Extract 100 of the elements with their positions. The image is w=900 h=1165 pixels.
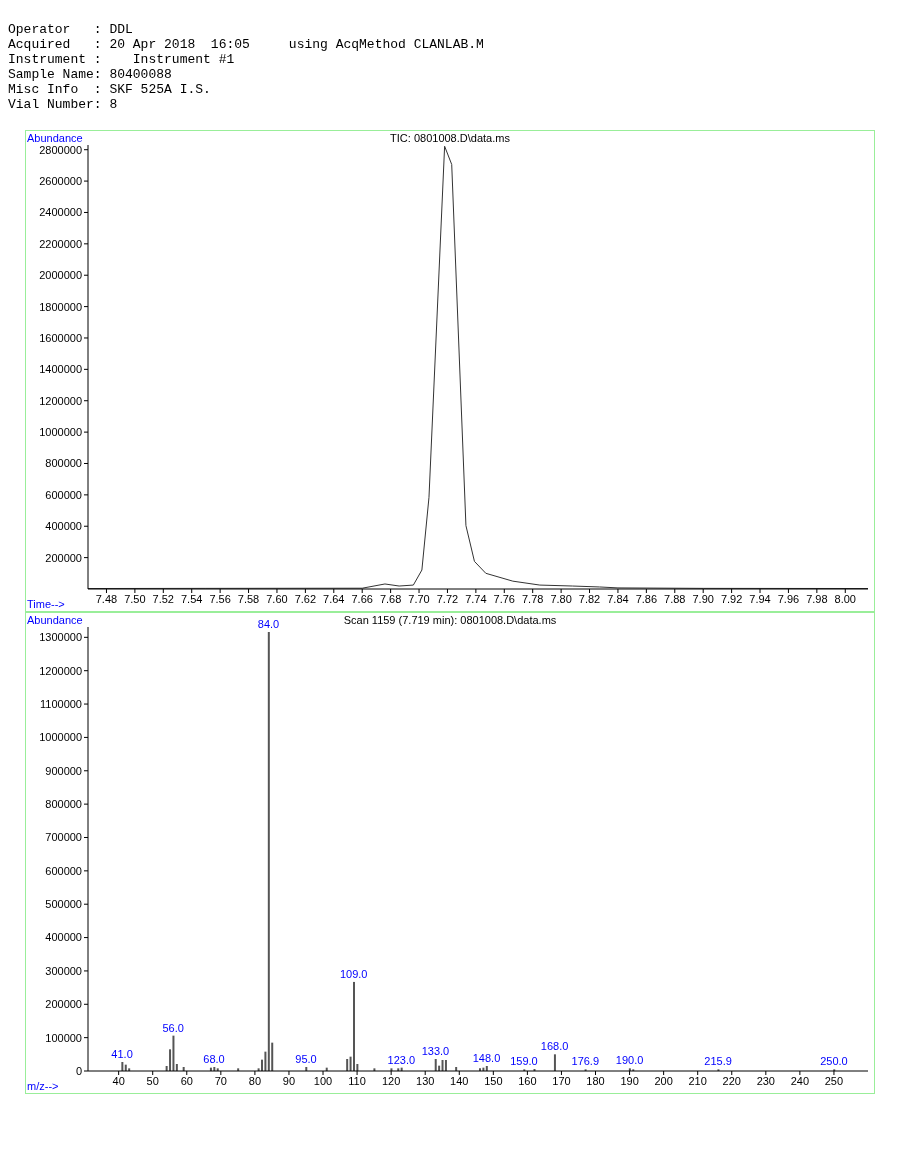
x-tick-label: 7.92 xyxy=(720,592,743,605)
x-tick-label: 210 xyxy=(688,1074,707,1087)
y-tick-label: 700000 xyxy=(45,831,82,844)
x-tick-label: 7.62 xyxy=(294,592,317,605)
y-tick-label: 200000 xyxy=(45,551,82,564)
x-tick-label: 7.76 xyxy=(493,592,515,605)
y-tick-label: 2600000 xyxy=(39,174,82,187)
x-tick-label: 7.88 xyxy=(664,592,686,605)
x-tick-label: 7.68 xyxy=(379,592,402,605)
y-tick-label: 0 xyxy=(75,1064,82,1077)
y-tick-label: 1000000 xyxy=(39,426,82,439)
y-tick-label: 1100000 xyxy=(39,697,82,710)
annotation: 215.9 xyxy=(704,1055,732,1068)
text: Sample Name: 80400088 xyxy=(8,67,173,82)
text: Vial Number: 8 xyxy=(8,97,119,112)
y-tick-label: 2000000 xyxy=(39,269,82,282)
x-tick-label: 250 xyxy=(824,1074,844,1087)
x-tick-label: 7.94 xyxy=(749,592,771,605)
y-tick-label: 1800000 xyxy=(39,300,82,313)
x-tick-label: 60 xyxy=(180,1074,193,1087)
text: Operator : DDL xyxy=(8,22,134,37)
annotation: 148.0 xyxy=(472,1052,501,1064)
x-tick-label: 7.70 xyxy=(408,592,430,605)
x-tick-label: 40 xyxy=(112,1074,125,1087)
x-tick-label: 230 xyxy=(756,1074,775,1087)
annotation: 56.0 xyxy=(162,1021,184,1034)
x-tick-label: 50 xyxy=(146,1074,159,1087)
y-tick-label: 1000000 xyxy=(39,731,82,744)
annotation: 109.0 xyxy=(339,967,368,980)
x-tick-label: 160 xyxy=(518,1074,537,1087)
x-tick-label: 140 xyxy=(450,1074,469,1087)
y-tick-label: 400000 xyxy=(45,520,82,533)
annotation: 176.9 xyxy=(571,1055,600,1068)
x-tick-label: 180 xyxy=(586,1074,605,1087)
x-tick-label: 7.74 xyxy=(465,592,487,605)
y-tick-label: 300000 xyxy=(45,964,82,977)
x-tick-label: 110 xyxy=(348,1074,366,1087)
y-tick-label: 400000 xyxy=(45,931,82,944)
y-axis-title: Abundance xyxy=(27,614,83,626)
y-tick-label: 2800000 xyxy=(39,143,82,156)
x-tick-label: 220 xyxy=(722,1074,741,1087)
x-tick-label: 7.64 xyxy=(323,592,345,605)
x-tick-label: 200 xyxy=(654,1074,673,1087)
text: Instrument : Instrument #1 xyxy=(8,52,236,67)
x-tick-label: 7.90 xyxy=(692,592,714,605)
y-tick-label: 800000 xyxy=(45,457,82,470)
x-tick-label: 7.52 xyxy=(152,592,175,605)
x-axis-title: Time--> xyxy=(27,598,65,610)
x-tick-label: 150 xyxy=(484,1074,503,1087)
y-tick-label: 1200000 xyxy=(39,664,82,677)
x-tick-label: 8.00 xyxy=(834,592,856,605)
y-axis-title: Abundance xyxy=(27,132,83,144)
x-tick-label: 7.66 xyxy=(351,592,373,605)
annotation: 68.0 xyxy=(203,1053,225,1065)
x-tick-label: 7.60 xyxy=(266,592,288,605)
y-tick-label: 2200000 xyxy=(39,237,82,250)
x-tick-label: 7.84 xyxy=(607,592,629,605)
x-tick-label: 170 xyxy=(552,1074,571,1087)
y-tick-label: 500000 xyxy=(45,898,82,911)
x-tick-label: 130 xyxy=(416,1074,435,1087)
y-tick-label: 800000 xyxy=(45,798,82,811)
x-tick-label: 90 xyxy=(282,1074,296,1087)
text: Misc Info : SKF 525A I.S. xyxy=(8,82,212,97)
y-tick-label: 2400000 xyxy=(39,206,82,219)
annotation: 84.0 xyxy=(257,618,280,630)
annotation: 168.0 xyxy=(540,1040,569,1053)
x-tick-label: 7.96 xyxy=(777,592,800,605)
y-tick-label: 900000 xyxy=(45,764,82,777)
y-tick-label: 600000 xyxy=(45,864,82,877)
x-tick-label: 120 xyxy=(381,1074,401,1087)
x-tick-label: 7.82 xyxy=(578,592,601,605)
annotation: 133.0 xyxy=(421,1044,450,1057)
chart-title: TIC: 0801008.D\data.ms xyxy=(390,132,510,144)
x-tick-label: 7.78 xyxy=(521,592,544,605)
chart-title: Scan 1159 (7.719 min): 0801008.D\data.ms xyxy=(343,614,557,626)
x-tick-label: 7.56 xyxy=(209,592,231,605)
text: Acquired : 20 Apr 2018 16:05 using AcqMethod CLANLAB.M xyxy=(8,37,485,52)
x-tick-label: 240 xyxy=(790,1074,810,1087)
x-tick-label: 7.54 xyxy=(181,592,203,605)
annotation: 95.0 xyxy=(295,1053,317,1065)
x-tick-label: 190 xyxy=(620,1074,639,1087)
x-tick-label: 7.86 xyxy=(635,592,658,605)
x-tick-label: 7.50 xyxy=(124,592,146,605)
y-tick-label: 1600000 xyxy=(39,331,82,344)
x-tick-label: 7.80 xyxy=(550,592,572,605)
x-tick-label: 80 xyxy=(248,1074,262,1087)
annotation: 41.0 xyxy=(111,1047,133,1060)
annotation: 159.0 xyxy=(510,1055,538,1068)
annotation: 190.0 xyxy=(615,1054,644,1067)
y-tick-label: 100000 xyxy=(45,1031,82,1044)
x-tick-label: 70 xyxy=(214,1074,227,1087)
y-tick-label: 200000 xyxy=(45,998,82,1011)
annotation: 250.0 xyxy=(820,1055,848,1068)
x-axis-title: m/z--> xyxy=(27,1080,59,1092)
x-tick-label: 7.72 xyxy=(436,592,459,605)
x-tick-label: 7.58 xyxy=(237,592,260,605)
x-tick-label: 7.48 xyxy=(95,592,118,605)
annotation: 123.0 xyxy=(387,1053,416,1066)
y-tick-label: 1400000 xyxy=(39,363,82,376)
y-tick-label: 1300000 xyxy=(39,631,82,644)
